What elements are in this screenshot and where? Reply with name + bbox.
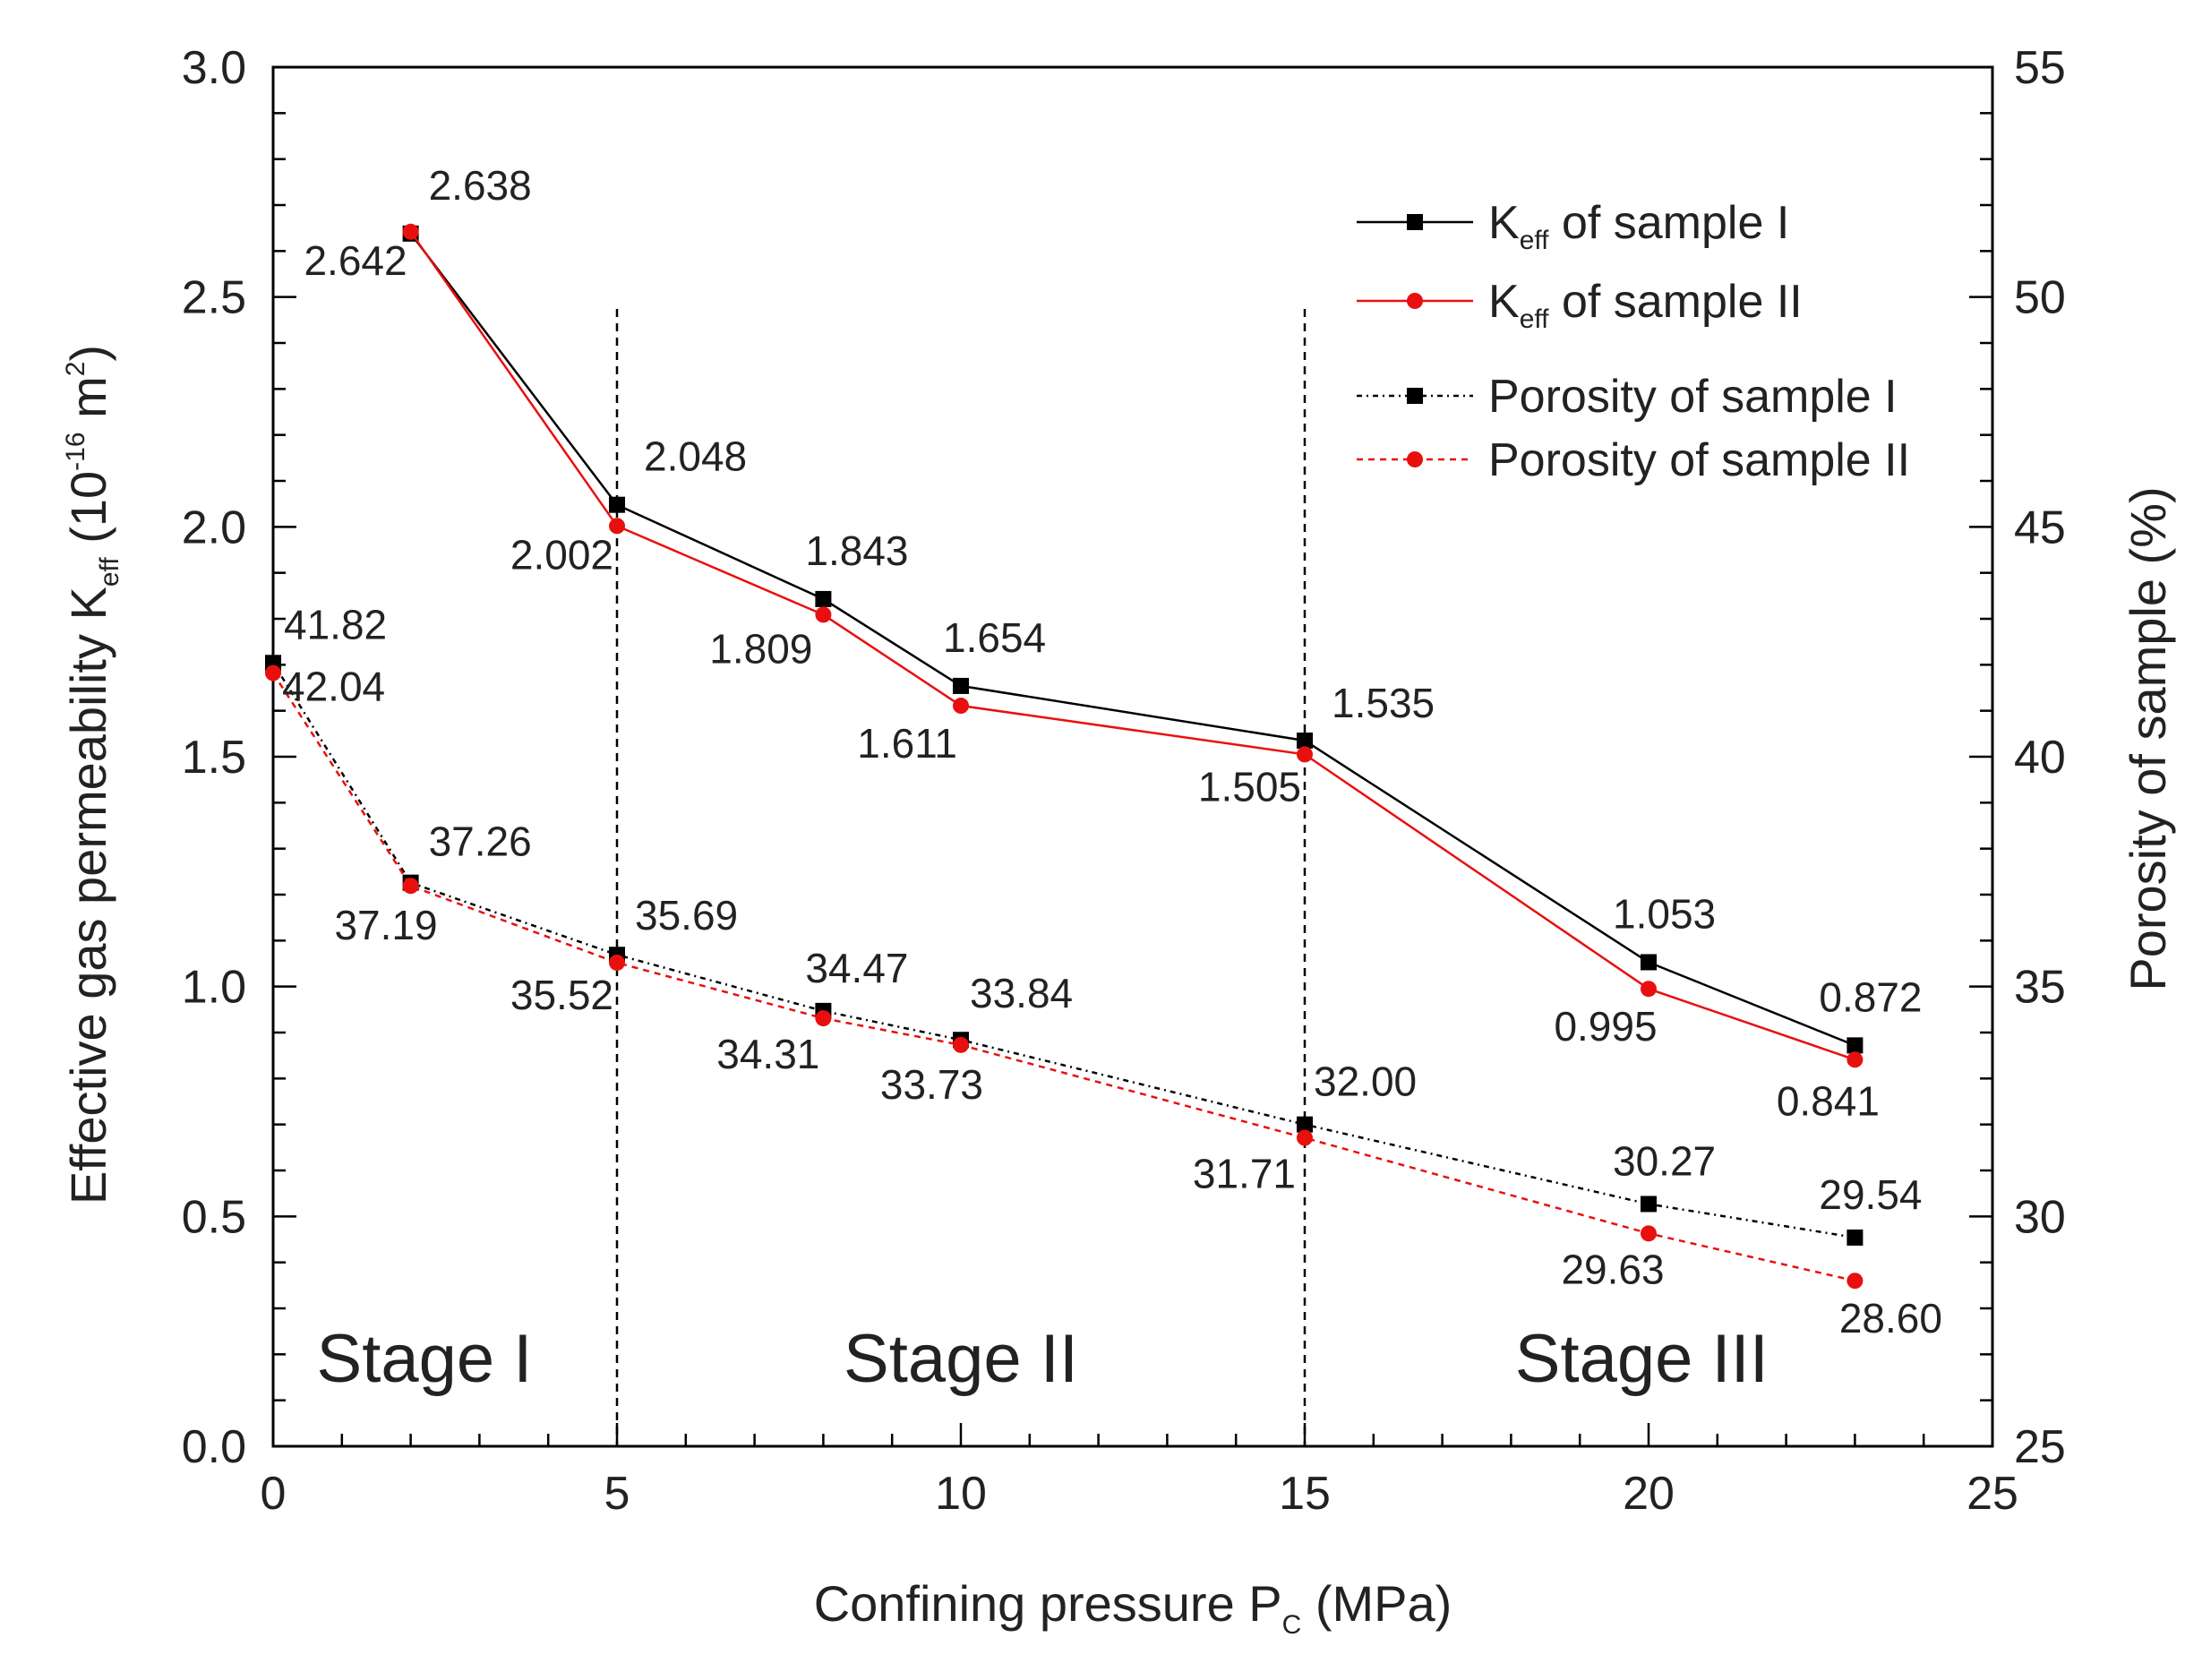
series-line [271, 672, 1855, 1282]
x-tick-label: 5 [604, 1468, 630, 1520]
data-point [815, 1010, 832, 1027]
series-line [271, 662, 1855, 1239]
data-point [953, 1036, 969, 1053]
data-label: 37.19 [334, 902, 437, 948]
y-right-tick-label: 25 [2014, 1421, 2066, 1473]
x-tick-label: 10 [935, 1468, 987, 1520]
data-label: 35.52 [510, 972, 613, 1018]
data-label: 0.995 [1554, 1003, 1657, 1050]
y-right-tick-label: 45 [2014, 501, 2066, 553]
data-label: 2.638 [429, 162, 532, 209]
y-left-tick-label: 2.0 [182, 501, 246, 553]
data-label: 34.47 [805, 945, 908, 991]
y-left-tick-label: 0.5 [182, 1191, 246, 1243]
y-right-tick-label: 50 [2014, 272, 2066, 324]
x-tick-label: 0 [261, 1468, 287, 1520]
stage-label: Stage III [1515, 1321, 1769, 1397]
data-label: 1.809 [709, 625, 812, 672]
data-label: 41.82 [284, 602, 387, 648]
data-point [1846, 1037, 1864, 1054]
legend-label: Porosity of sample II [1488, 434, 1910, 486]
data-label: 33.84 [970, 970, 1073, 1016]
data-label: 42.04 [282, 663, 385, 709]
legend-marker [1407, 388, 1423, 404]
data-label: 28.60 [1839, 1295, 1942, 1341]
stage-label: Stage II [844, 1321, 1078, 1397]
data-label: 1.611 [857, 720, 957, 767]
data-point [1297, 746, 1313, 763]
data-point [1846, 1273, 1864, 1290]
data-point [402, 878, 419, 895]
data-label: 34.31 [716, 1031, 819, 1077]
y-left-tick-label: 1.0 [182, 962, 246, 1014]
data-point [1641, 981, 1657, 998]
y-left-axis-title: Effective gas permeability Keff (10-16 m… [60, 345, 124, 1204]
legend-marker [1407, 451, 1423, 467]
y-left-tick-label: 3.0 [182, 42, 246, 94]
data-label: 31.71 [1193, 1151, 1296, 1197]
data-label: 29.63 [1561, 1246, 1664, 1292]
data-point [402, 223, 419, 240]
data-label: 35.69 [635, 892, 738, 939]
data-label: 2.002 [510, 531, 613, 578]
y-left-tick-label: 0.0 [182, 1421, 246, 1473]
data-point [609, 496, 625, 513]
y-right-tick-label: 30 [2014, 1191, 2066, 1243]
data-label: 1.843 [805, 527, 908, 574]
data-label: 32.00 [1314, 1059, 1417, 1105]
data-label: 1.053 [1613, 890, 1716, 937]
data-point [1297, 1129, 1313, 1146]
y-right-tick-label: 55 [2014, 42, 2066, 94]
data-label: 33.73 [880, 1061, 983, 1108]
data-point [609, 954, 625, 971]
data-label: 2.642 [304, 237, 407, 284]
y-right-axis-title: Porosity of sample (%) [2120, 486, 2176, 990]
y-right-tick-label: 35 [2014, 962, 2066, 1014]
data-label: 0.841 [1777, 1077, 1880, 1124]
data-point [815, 590, 832, 607]
data-point [1846, 1229, 1864, 1246]
y-left-tick-label: 1.5 [182, 732, 246, 784]
stage-label: Stage I [317, 1321, 533, 1397]
data-point [953, 698, 969, 715]
data-label: 1.505 [1198, 763, 1301, 810]
data-label: 0.872 [1819, 973, 1922, 1020]
legend-marker [1407, 214, 1423, 230]
x-axis-title: Confining pressure PC (MPa) [814, 1575, 1452, 1640]
data-label: 37.26 [429, 819, 532, 865]
x-tick-label: 15 [1279, 1468, 1331, 1520]
data-point [609, 518, 625, 535]
data-point [815, 606, 832, 623]
plot-frame [271, 65, 1994, 1448]
data-point [953, 677, 969, 694]
data-label: 1.535 [1332, 680, 1435, 726]
data-point [1641, 1225, 1657, 1242]
data-point [1846, 1051, 1864, 1068]
x-tick-label: 25 [1966, 1468, 2018, 1520]
legend-label: Keff of sample II [1488, 276, 1803, 334]
data-label: 29.54 [1819, 1171, 1922, 1218]
data-point [1641, 954, 1657, 971]
legend-marker [1407, 293, 1423, 309]
y-right-tick-label: 40 [2014, 732, 2066, 784]
y-left-tick-label: 2.5 [182, 272, 246, 324]
data-point [1297, 733, 1313, 750]
data-label: 1.654 [943, 614, 1046, 661]
data-point [1641, 1196, 1657, 1213]
legend-label: Keff of sample I [1488, 197, 1789, 255]
data-label: 2.048 [644, 433, 747, 480]
legend-label: Porosity of sample I [1488, 371, 1898, 423]
data-point [265, 664, 281, 681]
data-label: 30.27 [1613, 1137, 1716, 1184]
data-point [1297, 1116, 1313, 1133]
x-tick-label: 20 [1623, 1468, 1675, 1520]
